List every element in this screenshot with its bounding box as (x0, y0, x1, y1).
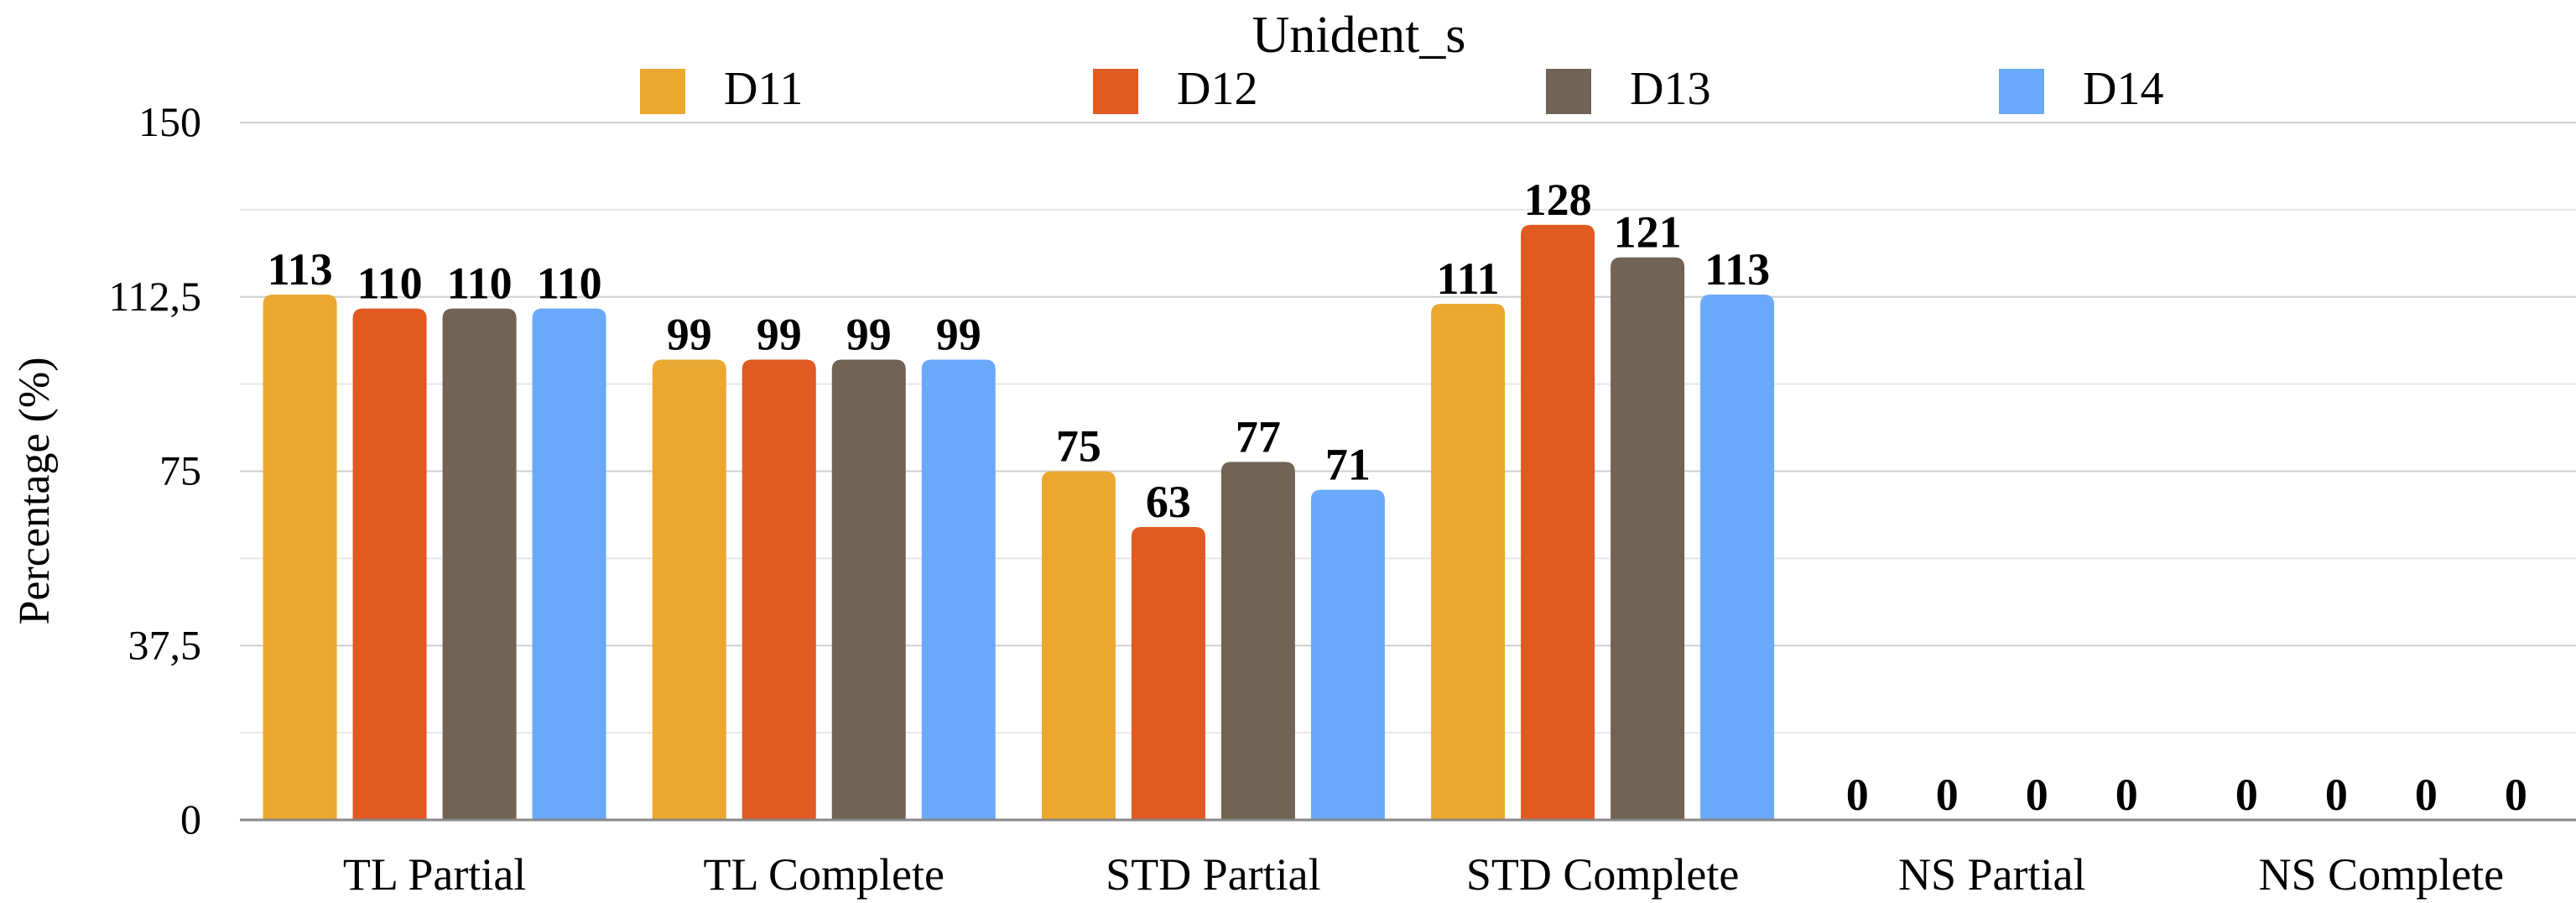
x-category-label: STD Complete (1466, 849, 1739, 900)
data-label: 75 (1056, 421, 1101, 472)
x-category-label: TL Partial (343, 849, 526, 900)
x-category-label: STD Partial (1106, 849, 1320, 900)
data-label: 0 (2235, 770, 2258, 820)
legend: D11 D12 D13 D14 (640, 63, 2163, 115)
data-label: 110 (537, 258, 602, 309)
data-labels: 113 110 110 110 99 99 99 99 75 63 77 71 111 128 121 113… (268, 175, 2527, 820)
chart-title: Unident_s (1252, 7, 1466, 64)
bar (442, 308, 517, 821)
data-label: 63 (1146, 477, 1191, 527)
data-label: 0 (2026, 770, 2048, 820)
legend-label: D13 (1630, 63, 1710, 115)
data-label: 0 (1846, 770, 1869, 820)
bar (1131, 526, 1205, 820)
gridlines (240, 122, 2576, 734)
y-tick-label: 150 (138, 98, 201, 145)
bar (532, 308, 606, 821)
x-axis-categories: TL Partial TL Complete STD Partial STD Comp… (343, 849, 2504, 900)
bar (652, 359, 726, 820)
data-label: 0 (2415, 770, 2438, 820)
data-label: 110 (447, 258, 513, 309)
legend-label: D12 (1177, 63, 1257, 115)
bar (263, 294, 337, 821)
data-label: 113 (268, 244, 333, 295)
legend-swatch (1546, 69, 1591, 114)
legend-label: D11 (724, 63, 803, 115)
x-category-label: TL Complete (704, 849, 945, 900)
data-label: 99 (846, 310, 892, 360)
data-label: 99 (667, 310, 712, 360)
bar (921, 359, 996, 820)
data-label: 111 (1437, 253, 1500, 304)
y-axis-ticks: 0 37,5 75 112,5 150 (108, 98, 201, 843)
bar (1041, 471, 1116, 820)
data-label: 110 (357, 258, 423, 309)
data-label: 128 (1524, 175, 1592, 225)
data-label: 99 (757, 310, 802, 360)
legend-swatch (640, 69, 685, 114)
bar (1700, 294, 1775, 821)
data-label: 71 (1325, 440, 1371, 490)
bars (263, 224, 1775, 821)
y-tick-label: 0 (180, 796, 201, 843)
x-category-label: NS Partial (1898, 849, 2086, 900)
data-label: 121 (1614, 207, 1682, 258)
y-tick-label: 37,5 (128, 621, 202, 668)
bar (1310, 489, 1385, 820)
bar (1521, 224, 1595, 820)
x-category-label: NS Complete (2259, 849, 2505, 900)
y-axis-label: Percentage (%) (11, 357, 59, 624)
legend-label: D14 (2083, 63, 2163, 115)
data-label: 0 (1936, 770, 1959, 820)
y-tick-label: 75 (159, 447, 201, 494)
data-label: 0 (2505, 770, 2527, 820)
bar (352, 308, 427, 821)
y-tick-label: 112,5 (108, 273, 201, 320)
bar (1431, 304, 1506, 820)
data-label: 0 (2115, 770, 2138, 820)
legend-swatch (1093, 69, 1138, 114)
bar (831, 359, 906, 820)
data-label: 113 (1704, 244, 1770, 295)
data-label: 0 (2325, 770, 2348, 820)
bar (1220, 462, 1295, 820)
bar (1611, 257, 1685, 820)
bar (742, 359, 816, 820)
data-label: 99 (936, 310, 981, 360)
legend-swatch (1999, 69, 2044, 114)
data-label: 77 (1236, 411, 1281, 462)
